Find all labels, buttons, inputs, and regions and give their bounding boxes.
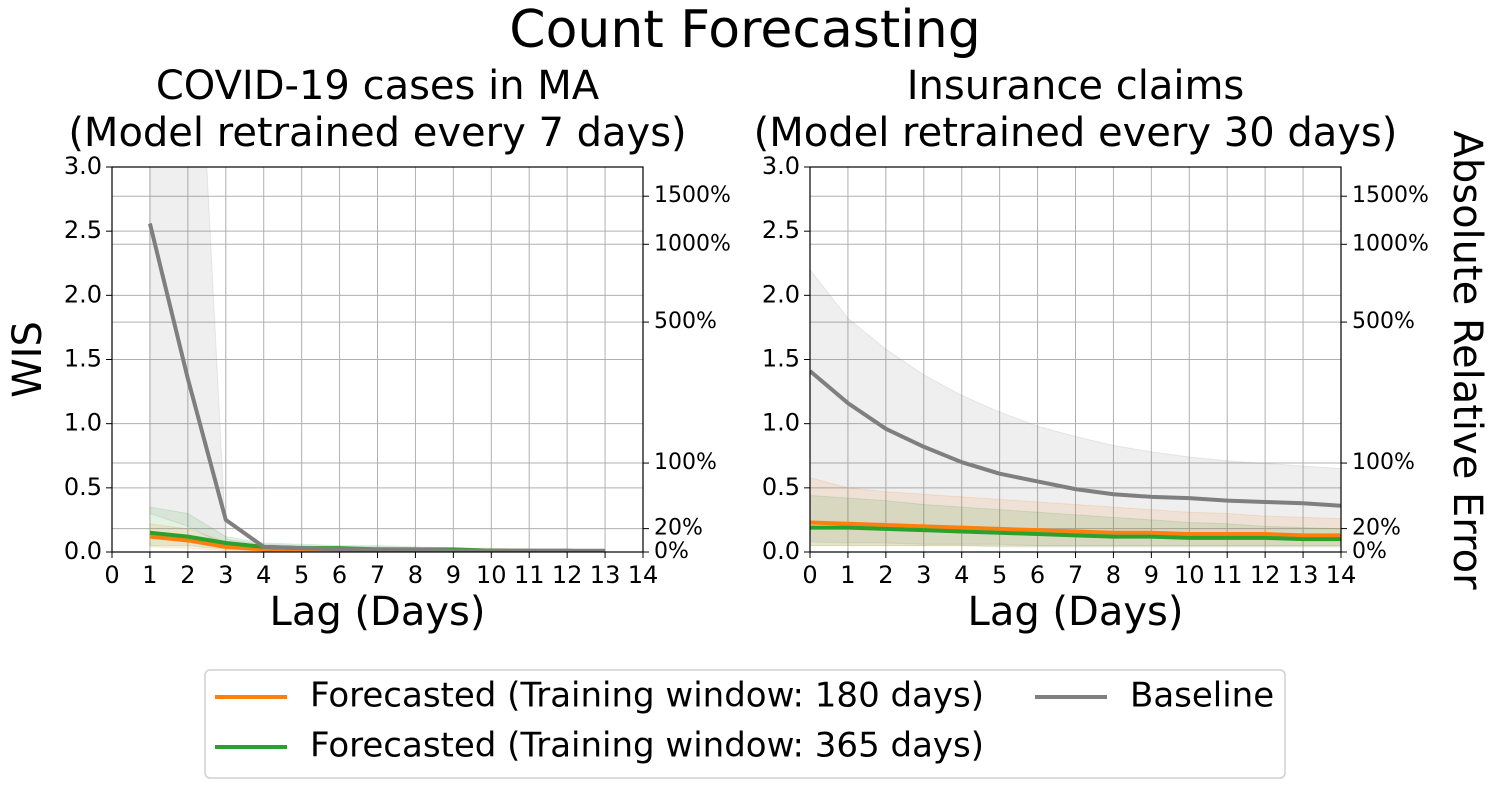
x-tick-label: 13 — [1288, 561, 1319, 589]
x-tick-label: 4 — [256, 561, 271, 589]
y2-tick-label: 20% — [654, 516, 703, 541]
x-tick-label: 10 — [476, 561, 507, 589]
x-tick-label: 8 — [1106, 561, 1121, 589]
x-tick-label: 5 — [294, 561, 309, 589]
series-line — [810, 369, 1341, 508]
legend-label: Forecasted (Training window: 365 days) — [310, 726, 984, 766]
x-tick-label: 3 — [916, 561, 931, 589]
y2-tick-label: 500% — [654, 309, 717, 334]
x-tick-label: 5 — [992, 561, 1007, 589]
y2-axis-label: Absolute Relative Error — [1444, 130, 1490, 590]
subplot-title: COVID-19 cases in MA — [156, 63, 600, 109]
y-tick-label: 1.5 — [762, 345, 800, 373]
x-tick-label: 7 — [370, 561, 385, 589]
y2-tick-label: 0% — [654, 539, 689, 564]
y2-tick-label: 1500% — [1352, 183, 1429, 208]
x-tick-label: 9 — [446, 561, 461, 589]
x-tick-label: 0 — [104, 561, 119, 589]
x-tick-label: 14 — [628, 561, 659, 589]
x-tick-label: 10 — [1174, 561, 1205, 589]
axes-frame — [111, 166, 644, 553]
x-axis-label: Lag (Days) — [968, 589, 1184, 635]
y-axis-label: WIS — [5, 321, 51, 398]
y-tick-label: 3.0 — [64, 152, 102, 180]
y-tick-label: 0.5 — [762, 473, 800, 501]
y2-tick-label: 1000% — [1352, 231, 1429, 256]
legend-frame — [204, 669, 1286, 779]
x-tick-label: 11 — [1212, 561, 1243, 589]
x-tick-label: 2 — [878, 561, 893, 589]
x-tick-label: 0 — [802, 561, 817, 589]
y-tick-label: 2.5 — [64, 216, 102, 244]
legend-label: Forecasted (Training window: 180 days) — [310, 676, 984, 716]
y-tick-label: 1.0 — [64, 409, 102, 437]
y-tick-label: 1.5 — [64, 345, 102, 373]
x-tick-label: 13 — [590, 561, 621, 589]
y-tick-label: 0.0 — [64, 537, 102, 565]
plot-area — [810, 268, 1341, 548]
x-tick-label: 8 — [408, 561, 423, 589]
y-tick-label: 0.0 — [762, 537, 800, 565]
y-tick-label: 0.5 — [64, 473, 102, 501]
y-tick-label: 1.0 — [762, 409, 800, 437]
y-tick-label: 2.0 — [762, 280, 800, 308]
x-tick-label: 6 — [1030, 561, 1045, 589]
x-tick-label: 7 — [1068, 561, 1083, 589]
y2-tick-label: 20% — [1352, 516, 1401, 541]
y-tick-label: 2.5 — [762, 216, 800, 244]
subplot-title: Insurance claims — [907, 63, 1245, 109]
figure-title: Count Forecasting — [509, 0, 980, 60]
legend-label: Baseline — [1130, 676, 1274, 716]
subplot-title: (Model retrained every 7 days) — [68, 110, 686, 156]
subplot-title: (Model retrained every 30 days) — [754, 110, 1398, 156]
uncertainty-band — [810, 268, 1341, 547]
x-tick-label: 11 — [514, 561, 545, 589]
y2-tick-label: 500% — [1352, 309, 1415, 334]
x-tick-label: 6 — [332, 561, 347, 589]
y2-tick-label: 100% — [1352, 450, 1415, 475]
y2-tick-label: 0% — [1352, 539, 1387, 564]
y2-tick-label: 1000% — [654, 231, 731, 256]
plot-area — [147, 167, 606, 552]
x-tick-label: 2 — [180, 561, 195, 589]
x-axis-label: Lag (Days) — [270, 589, 486, 635]
x-tick-label: 9 — [1144, 561, 1159, 589]
series-line — [147, 222, 606, 552]
x-tick-label: 12 — [1250, 561, 1281, 589]
y2-tick-label: 100% — [654, 450, 717, 475]
series-line — [810, 525, 1341, 542]
axes-frame — [809, 166, 1342, 553]
series-line — [810, 520, 1341, 538]
y-tick-label: 2.0 — [64, 280, 102, 308]
x-tick-label: 1 — [840, 561, 855, 589]
x-tick-label: 12 — [552, 561, 583, 589]
x-tick-label: 1 — [142, 561, 157, 589]
x-tick-label: 3 — [218, 561, 233, 589]
y-tick-label: 3.0 — [762, 152, 800, 180]
legend: Forecasted (Training window: 180 days) Fo… — [204, 669, 1286, 779]
y2-tick-label: 1500% — [654, 183, 731, 208]
x-tick-label: 4 — [954, 561, 969, 589]
x-tick-label: 14 — [1326, 561, 1357, 589]
